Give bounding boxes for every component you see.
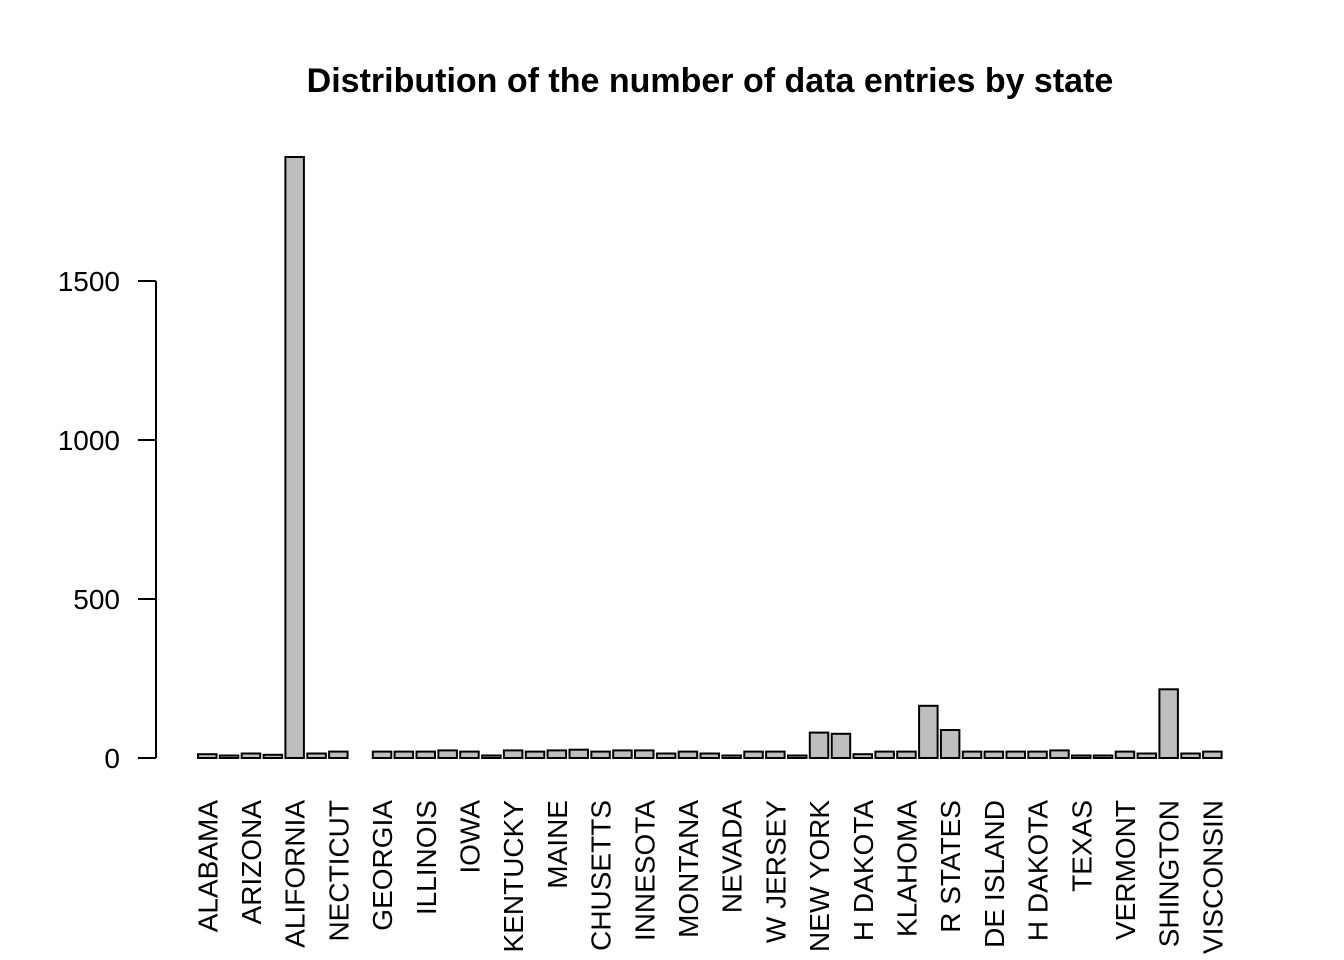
x-tick-label: VERMONT [1110,800,1141,940]
bar [655,752,677,759]
bar [371,750,393,759]
bar [459,750,480,759]
bar [1049,749,1070,760]
bar [787,754,808,759]
x-tick-label: VISCONSIN [1197,800,1228,954]
bar [1005,750,1026,759]
y-tick-label: 1000 [58,425,120,456]
bars [197,156,1223,760]
x-tick-label: NEW YORK [804,800,835,952]
bar [634,749,655,760]
bar [1158,688,1179,759]
bar [262,753,284,759]
bar [1180,752,1201,759]
bar [721,754,742,759]
x-tick-label: MONTANA [673,800,704,938]
bar [590,750,611,759]
bar [284,156,305,759]
x-tick-label: GEORGIA [367,800,398,931]
bar [415,750,436,759]
y-tick-label: 1500 [58,266,120,297]
bar [852,753,873,760]
x-tick-label: KENTUCKY [498,800,529,953]
bar [306,752,327,759]
bar [502,749,524,760]
x-tick-label: INNESOTA [629,800,660,941]
x-axis-labels: ALABAMA ARIZONA ALIFORNIA NECTICUT GEORGIA IL… [192,800,1228,954]
bar [1202,750,1223,759]
x-tick-label: CHUSETTS [586,800,617,951]
bar [568,748,589,760]
bar [961,750,983,759]
x-tick-label: NECTICUT [323,800,354,942]
bar [743,750,764,759]
bar [197,753,218,760]
x-tick-label: MAINE [542,800,573,889]
bar [808,731,830,759]
bar [524,750,546,759]
bar [699,752,720,759]
bar [240,752,262,759]
bar [765,750,786,759]
bar [546,749,568,760]
bar [481,754,502,759]
bar [1136,752,1158,759]
bar [328,750,349,759]
y-tick-label: 0 [104,743,120,774]
bar [612,749,633,760]
x-tick-label: ALIFORNIA [280,800,311,948]
x-tick-label: TEXAS [1066,800,1097,892]
x-tick-label: NEVADA [717,800,748,913]
bar [939,729,961,759]
bar [918,704,939,759]
bar [1027,750,1048,759]
bar [896,750,917,759]
x-tick-label: W JERSEY [760,800,791,943]
bar [1114,750,1136,759]
bar [677,750,699,759]
x-tick-label: ARIZONA [236,800,267,925]
bar [1092,754,1114,759]
bar [437,749,458,760]
bar [874,750,895,759]
bar [1071,754,1092,759]
x-tick-label: DE ISLAND [979,800,1010,948]
bar [830,732,852,759]
x-tick-label: SHINGTON [1154,800,1185,947]
y-axis: 0 500 1000 1500 [58,266,157,774]
bar [393,750,415,759]
x-tick-label: ILLINOIS [411,800,442,915]
y-tick-label: 500 [73,584,120,615]
x-tick-label: IOWA [455,800,486,874]
x-tick-label: R STATES [935,800,966,933]
x-tick-label: ALABAMA [192,800,223,933]
bar [218,754,240,759]
x-tick-label: H DAKOTA [848,800,879,941]
chart-title: Distribution of the number of data entri… [307,62,1114,100]
bar [983,750,1005,759]
x-tick-label: H DAKOTA [1023,800,1054,941]
x-tick-label: KLAHOMA [892,800,923,937]
